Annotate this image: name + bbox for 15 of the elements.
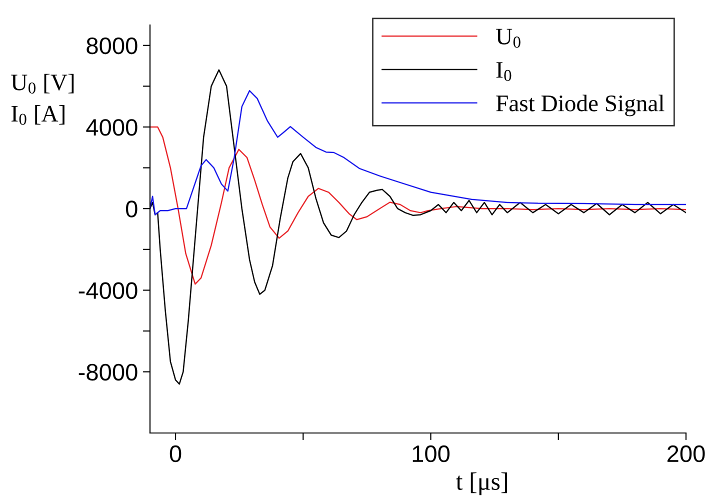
y-tick-label: 4000	[86, 119, 138, 136]
legend-label: Fast Diode Signal	[496, 94, 664, 116]
y-tick-label: -4000	[78, 282, 138, 299]
x-tick-label: 0	[170, 445, 182, 462]
y-tick-label: 0	[126, 200, 138, 218]
y-tick-label: 8000	[86, 37, 138, 54]
y-tick-label: -8000	[78, 364, 138, 381]
legend-label: I$_{0}$	[496, 62, 512, 82]
legend-label: U$_{0}$	[496, 28, 520, 48]
text: U$_{0}$ [V] I$_{0}$ [A]	[11, 74, 74, 125]
line-series	[150, 126, 686, 285]
x-tick-label: 200	[667, 445, 705, 462]
x-axis-title: t [μs]	[456, 472, 507, 496]
line-series	[150, 90, 686, 216]
x-tick-label: 100	[412, 445, 450, 462]
